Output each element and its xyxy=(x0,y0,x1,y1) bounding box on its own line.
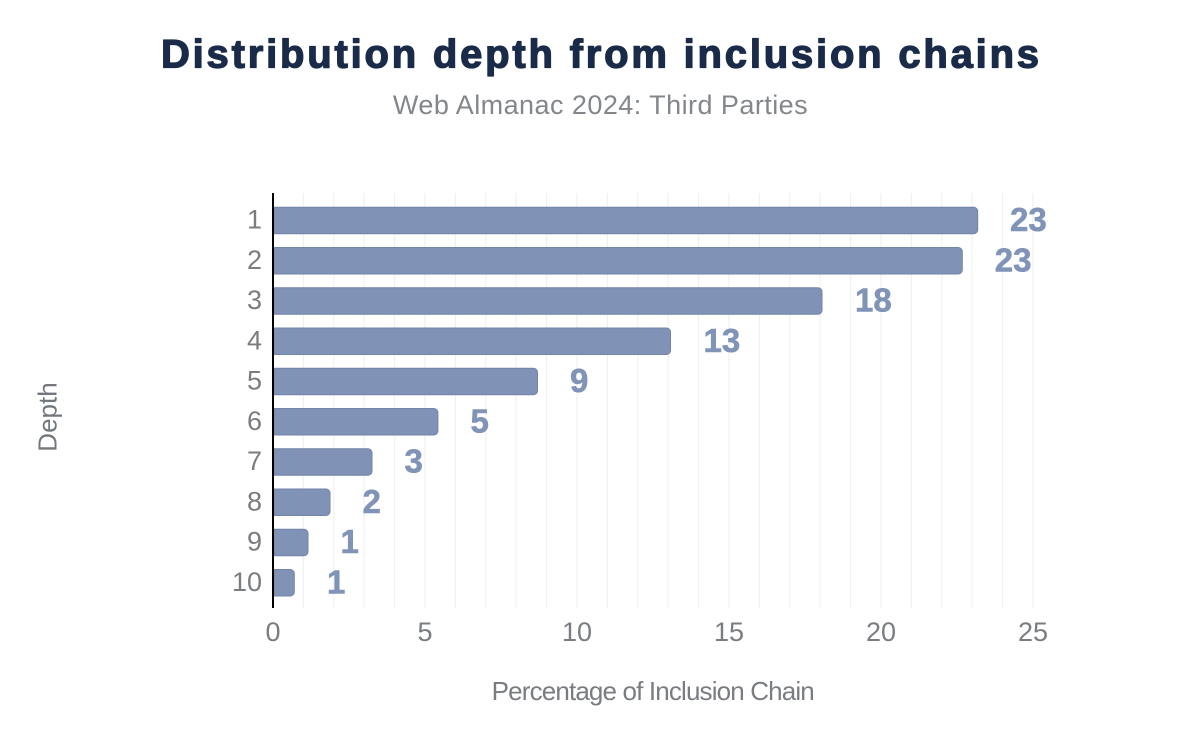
svg-text:10: 10 xyxy=(232,567,262,597)
svg-text:4: 4 xyxy=(247,325,262,355)
svg-text:20: 20 xyxy=(866,617,896,647)
svg-text:2: 2 xyxy=(247,245,262,275)
svg-text:9: 9 xyxy=(570,362,588,399)
svg-text:10: 10 xyxy=(562,617,592,647)
svg-text:9: 9 xyxy=(247,527,262,557)
svg-text:18: 18 xyxy=(855,282,892,319)
svg-text:3: 3 xyxy=(247,285,262,315)
svg-text:1: 1 xyxy=(247,205,262,235)
svg-text:25: 25 xyxy=(1018,617,1048,647)
svg-text:Percentage of Inclusion Chain: Percentage of Inclusion Chain xyxy=(492,676,814,706)
svg-text:15: 15 xyxy=(714,617,744,647)
svg-text:5: 5 xyxy=(247,366,262,396)
svg-text:2: 2 xyxy=(363,483,381,520)
svg-text:5: 5 xyxy=(471,402,489,439)
svg-text:Depth: Depth xyxy=(33,382,63,451)
svg-text:0: 0 xyxy=(265,617,280,647)
svg-text:1: 1 xyxy=(327,563,345,600)
svg-text:Web Almanac 2024: Third Partie: Web Almanac 2024: Third Parties xyxy=(393,90,808,120)
svg-text:23: 23 xyxy=(1010,201,1047,238)
svg-text:6: 6 xyxy=(247,406,262,436)
svg-text:3: 3 xyxy=(405,443,423,480)
svg-text:23: 23 xyxy=(995,241,1032,278)
svg-text:5: 5 xyxy=(417,617,432,647)
svg-text:Distribution depth from inclus: Distribution depth from inclusion chains xyxy=(161,33,1042,77)
svg-text:8: 8 xyxy=(247,486,262,516)
svg-text:1: 1 xyxy=(341,523,359,560)
svg-text:13: 13 xyxy=(704,322,741,359)
svg-text:7: 7 xyxy=(247,446,262,476)
